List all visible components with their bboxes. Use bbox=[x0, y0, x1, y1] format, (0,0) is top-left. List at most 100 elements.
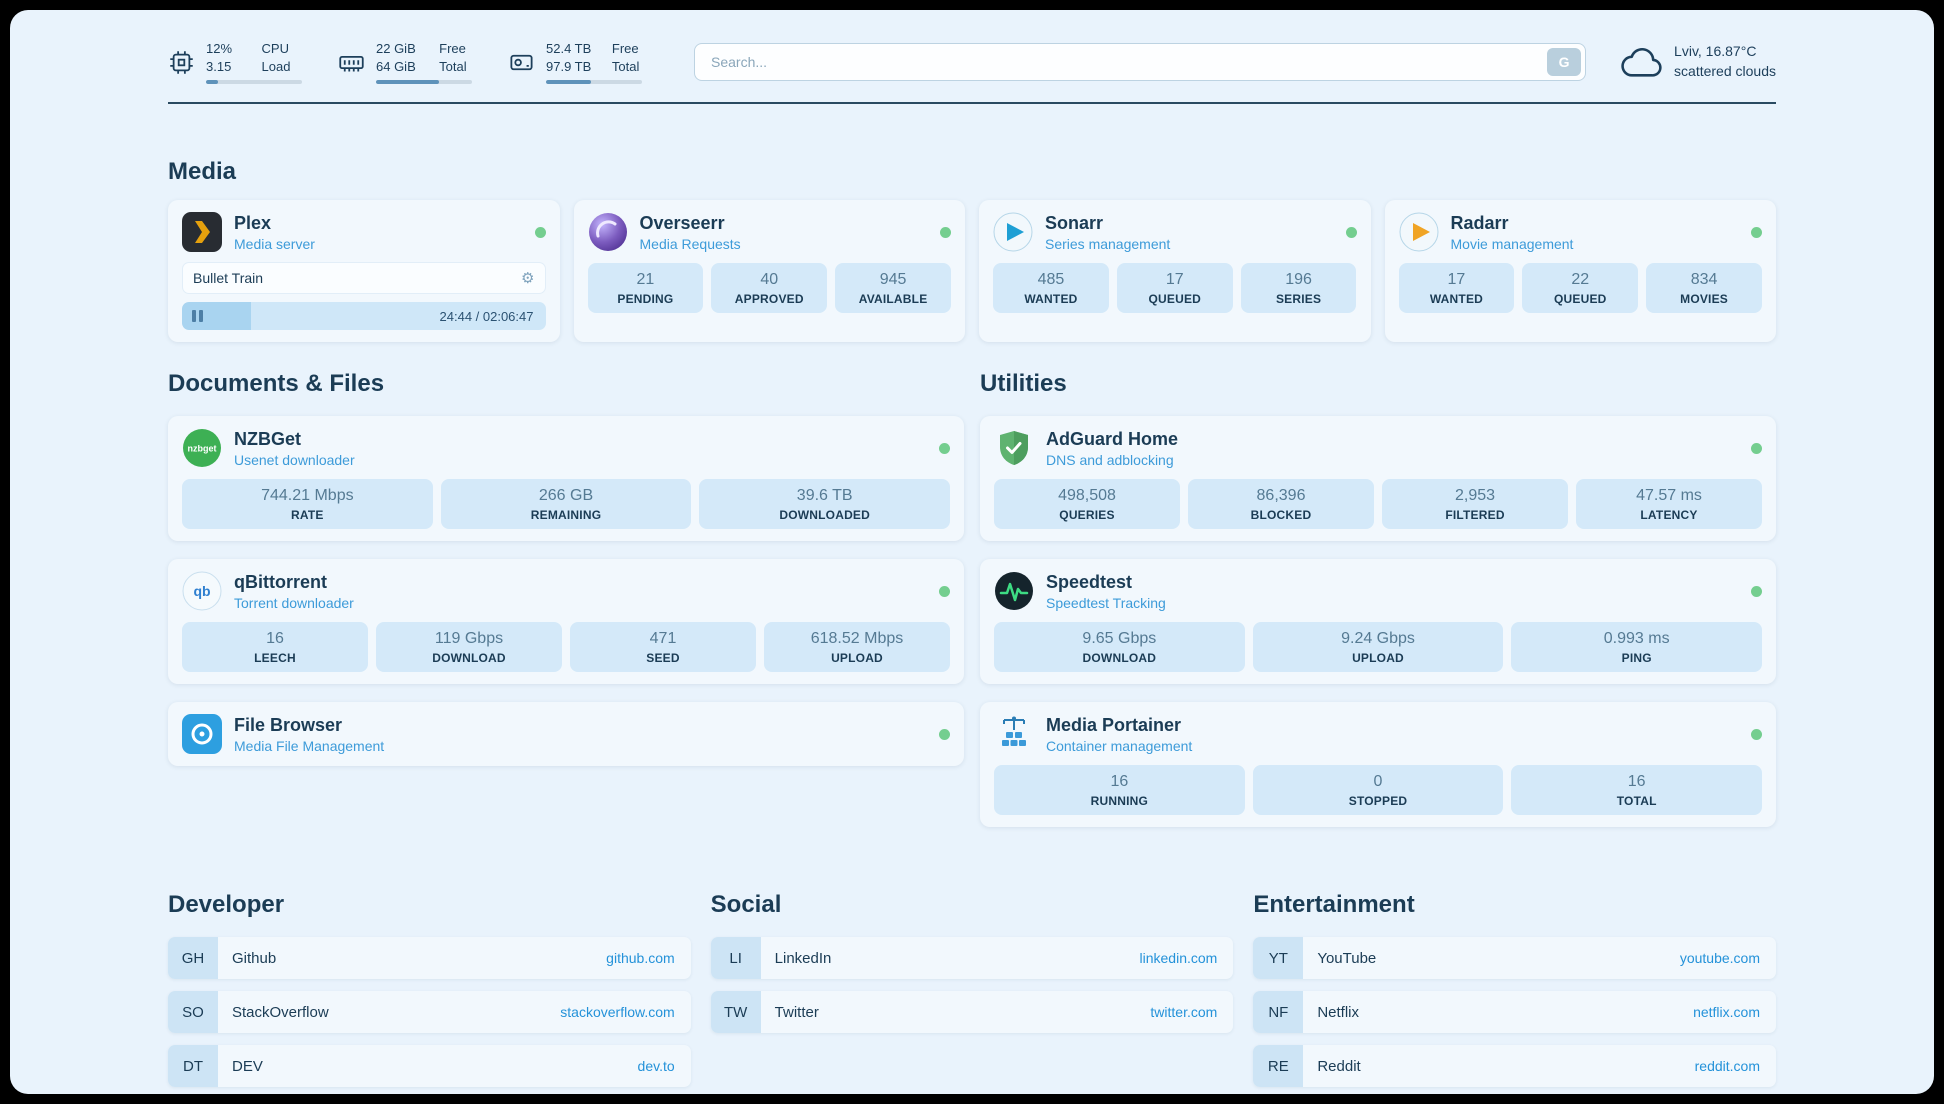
stat-label: SERIES bbox=[1275, 292, 1322, 307]
ram-icon bbox=[338, 49, 365, 76]
stat-box: 16 TOTAL bbox=[1511, 765, 1763, 816]
card-portainer[interactable]: Media Portainer Container management 16 … bbox=[980, 702, 1776, 828]
adguard-icon bbox=[994, 428, 1034, 468]
stat-value: 2,953 bbox=[1454, 487, 1496, 505]
qbittorrent-icon: qb bbox=[182, 571, 222, 611]
plex-icon bbox=[182, 212, 222, 253]
card-radarr[interactable]: Radarr Movie management 17 WANTED 22 QUE… bbox=[1384, 200, 1776, 343]
bookmark-abbr: TW bbox=[710, 991, 761, 1034]
section-title-documents: Documents & Files bbox=[168, 370, 385, 398]
stat-value: 9.65 Gbps bbox=[1082, 630, 1157, 648]
stat-value: 17 bbox=[1165, 271, 1184, 289]
stat-value: 196 bbox=[1285, 271, 1312, 289]
stat-label: STOPPED bbox=[1348, 794, 1408, 809]
bookmark-twitter[interactable]: TW Twitter twitter.com bbox=[710, 991, 1234, 1034]
bookmark-stackoverflow[interactable]: SO StackOverflow stackoverflow.com bbox=[168, 991, 691, 1034]
card-filebrowser[interactable]: File Browser Media File Management bbox=[168, 702, 964, 767]
gear-icon[interactable]: ⚙ bbox=[521, 269, 535, 288]
weather-widget: Lviv, 16.87°C scattered clouds bbox=[1620, 42, 1776, 81]
bookmark-name: Github bbox=[232, 949, 277, 967]
stat-box: 2,953 FILTERED bbox=[1382, 479, 1568, 530]
section-title-developer: Developer bbox=[168, 891, 285, 919]
bookmark-url[interactable]: reddit.com bbox=[1694, 1058, 1760, 1075]
stat-label: PING bbox=[1621, 651, 1652, 666]
bookmark-url[interactable]: youtube.com bbox=[1679, 950, 1760, 967]
bookmark-linkedin[interactable]: LI LinkedIn linkedin.com bbox=[710, 937, 1234, 980]
stat-box: 40 APPROVED bbox=[711, 263, 828, 314]
cpu-progress-bar bbox=[206, 80, 302, 85]
disk-widget: 52.4 TB Free 97.9 TB Total bbox=[508, 40, 642, 85]
ram-label-2: Total bbox=[439, 58, 467, 74]
bookmark-reddit[interactable]: RE Reddit reddit.com bbox=[1253, 1045, 1776, 1088]
stat-label: TOTAL bbox=[1616, 794, 1657, 809]
bookmark-url[interactable]: github.com bbox=[606, 950, 675, 967]
ram-free-value: 22 GiB bbox=[376, 41, 416, 56]
card-speedtest[interactable]: Speedtest Speedtest Tracking 9.65 Gbps D… bbox=[980, 559, 1776, 685]
stat-value: 17 bbox=[1447, 271, 1466, 289]
bookmark-url[interactable]: linkedin.com bbox=[1139, 950, 1218, 967]
stat-value: 485 bbox=[1037, 271, 1065, 289]
search-provider-button[interactable]: G bbox=[1547, 48, 1582, 77]
stat-label: QUERIES bbox=[1059, 508, 1115, 523]
disk-label-2: Total bbox=[611, 58, 640, 74]
bookmark-dev[interactable]: DT DEV dev.to bbox=[168, 1045, 691, 1088]
weather-condition: scattered clouds bbox=[1674, 63, 1776, 80]
cpu-load-value: 3.15 bbox=[206, 58, 232, 74]
bookmark-github[interactable]: GH Github github.com bbox=[168, 937, 691, 980]
stat-label: APPROVED bbox=[734, 292, 804, 307]
stat-value: 0.993 ms bbox=[1603, 630, 1670, 648]
stat-value: 266 GB bbox=[538, 487, 594, 505]
service-name: File Browser bbox=[234, 714, 343, 735]
stat-value: 498,508 bbox=[1058, 487, 1116, 505]
cpu-usage-value: 12% bbox=[206, 41, 233, 56]
stat-label: DOWNLOADED bbox=[779, 508, 871, 523]
stat-label: DOWNLOAD bbox=[1082, 651, 1157, 666]
svg-text:qb: qb bbox=[193, 583, 210, 599]
stat-box: 618.52 Mbps UPLOAD bbox=[764, 622, 950, 673]
card-adguard[interactable]: AdGuard Home DNS and adblocking 498,508 … bbox=[980, 416, 1776, 542]
ram-widget: 22 GiB Free 64 GiB Total bbox=[338, 40, 472, 85]
bookmark-netflix[interactable]: NF Netflix netflix.com bbox=[1253, 991, 1776, 1034]
card-qbittorrent[interactable]: qb qBittorrent Torrent downloader 16 LEE… bbox=[168, 559, 964, 685]
stat-label: UPLOAD bbox=[1352, 651, 1404, 666]
card-overseerr[interactable]: Overseerr Media Requests 21 PENDING 40 A… bbox=[573, 200, 965, 343]
service-name: Sonarr bbox=[1045, 212, 1104, 233]
card-nzbget[interactable]: nzbget NZBGet Usenet downloader 744.21 M… bbox=[168, 416, 964, 542]
bookmark-url[interactable]: stackoverflow.com bbox=[560, 1004, 675, 1021]
stat-label: LATENCY bbox=[1640, 508, 1698, 523]
stat-box: 17 QUEUED bbox=[1116, 263, 1233, 314]
cpu-widget: 12% CPU 3.15 Load bbox=[168, 40, 302, 85]
stat-box: 834 MOVIES bbox=[1646, 263, 1762, 314]
stat-label: MOVIES bbox=[1680, 292, 1729, 307]
stat-box: 498,508 QUERIES bbox=[994, 479, 1180, 530]
service-subtitle: Usenet downloader bbox=[234, 451, 355, 468]
search-input[interactable] bbox=[694, 43, 1587, 82]
bookmark-group-entertainment: Entertainment YT YouTube youtube.com NF … bbox=[1253, 891, 1776, 1088]
service-name: AdGuard Home bbox=[1046, 428, 1179, 449]
bookmark-url[interactable]: netflix.com bbox=[1693, 1004, 1760, 1021]
stat-value: 16 bbox=[1110, 773, 1129, 791]
utilities-section: Utilities AdGuard Home DNS and adblockin… bbox=[980, 370, 1776, 828]
section-title-media: Media bbox=[168, 158, 237, 186]
section-title-entertainment: Entertainment bbox=[1253, 891, 1415, 919]
bookmark-url[interactable]: twitter.com bbox=[1150, 1004, 1218, 1021]
bookmark-url[interactable]: dev.to bbox=[637, 1058, 675, 1075]
stat-box: 16 RUNNING bbox=[994, 765, 1245, 816]
bookmark-abbr: YT bbox=[1253, 937, 1304, 980]
stat-box: 22 QUEUED bbox=[1522, 263, 1639, 314]
status-dot bbox=[1751, 442, 1762, 454]
bookmark-name: DEV bbox=[232, 1057, 263, 1075]
service-subtitle: Media Requests bbox=[639, 235, 741, 252]
card-sonarr[interactable]: Sonarr Series management 485 WANTED 17 Q… bbox=[979, 200, 1371, 343]
pause-icon[interactable] bbox=[192, 310, 203, 323]
plex-progress-bar[interactable]: 24:44 / 02:06:47 bbox=[182, 302, 546, 331]
stat-value: 22 bbox=[1571, 271, 1590, 289]
stat-value: 16 bbox=[1627, 773, 1646, 791]
bookmark-group-developer: Developer GH Github github.com SO StackO… bbox=[168, 891, 691, 1088]
card-plex[interactable]: Plex Media server Bullet Train ⚙ 24:44 /… bbox=[168, 200, 560, 343]
plex-now-playing: Bullet Train ⚙ bbox=[182, 262, 546, 295]
bookmark-youtube[interactable]: YT YouTube youtube.com bbox=[1253, 937, 1776, 980]
documents-section: Documents & Files nzbget NZBGet Usenet d… bbox=[168, 370, 964, 767]
stat-label: FILTERED bbox=[1445, 508, 1505, 523]
